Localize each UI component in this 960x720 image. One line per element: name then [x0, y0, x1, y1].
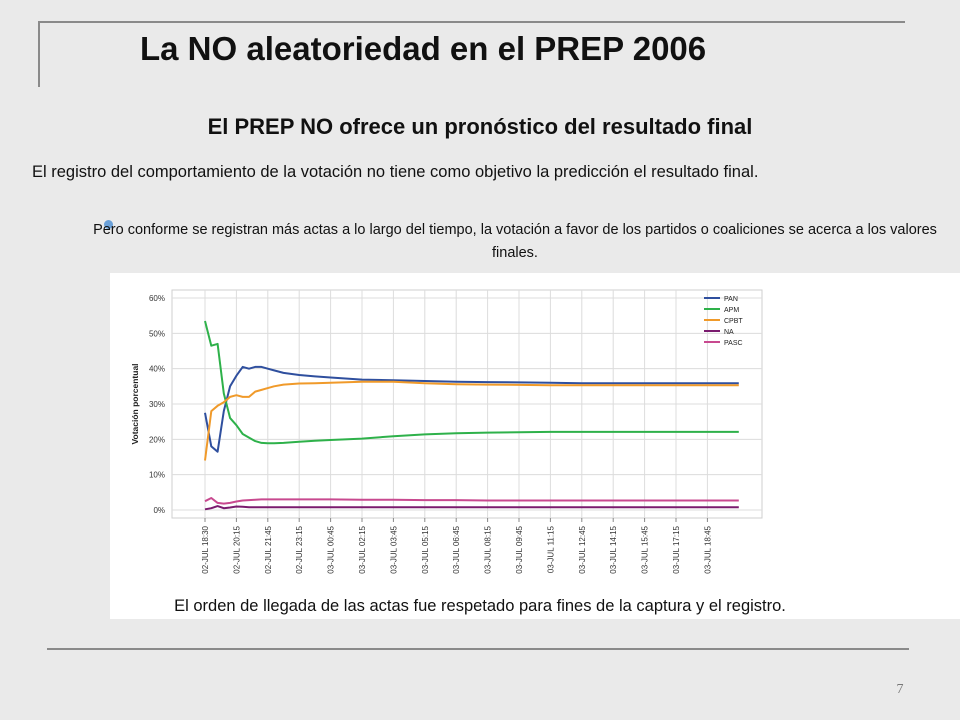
legend-label-cpbt: CPBT [724, 318, 743, 325]
x-tick-label: 03-JUL 06:45 [452, 525, 461, 573]
x-tick-label: 03-JUL 09:45 [515, 525, 524, 573]
chart-container: 0% 10% 20% 30% 40% 50% 60% 02-JUL 18:30 02-JUL 2… [110, 278, 774, 598]
page-number: 7 [896, 682, 904, 697]
series-line-pan [204, 365, 739, 453]
legend-label-pan: PAN [724, 296, 738, 303]
x-tick-label: 02-JUL 18:30 [201, 525, 210, 573]
x-tick-label: 03-JUL 08:15 [484, 525, 493, 573]
intro-paragraph: El registro del comportamiento de la vot… [32, 163, 759, 181]
x-tick-label: 02-JUL 23:15 [295, 525, 304, 573]
top-frame-line [40, 21, 905, 23]
series-line-na [204, 505, 739, 511]
left-frame-line [38, 21, 40, 87]
x-tick-label: 03-JUL 12:45 [578, 525, 587, 573]
series-line-cpbt [204, 380, 739, 461]
slide-subtitle: El PREP NO ofrece un pronóstico del resu… [207, 114, 753, 139]
x-tick-label: 03-JUL 02:15 [358, 525, 367, 573]
y-tick-label: 10% [149, 471, 165, 480]
y-tick-label: 50% [149, 329, 165, 338]
bullet-dot-icon [104, 220, 113, 229]
y-tick-label: 30% [149, 400, 165, 409]
slide-title: La NO aleatoriedad en el PREP 2006 [140, 30, 707, 67]
x-tick-label: 03-JUL 18:45 [703, 525, 712, 573]
y-axis-label: Votación porcentual [130, 363, 140, 444]
vote-share-line-chart: 0% 10% 20% 30% 40% 50% 60% 02-JUL 18:30 02-JUL 2… [130, 289, 763, 574]
bullet-text: Pero conforme se registran más actas a l… [93, 222, 937, 261]
x-tick-label: 03-JUL 05:15 [421, 525, 430, 573]
series-line-pasc [204, 497, 739, 505]
x-tick-label: 03-JUL 17:15 [672, 525, 681, 573]
x-tick-label: 02-JUL 20:15 [232, 525, 241, 573]
y-tick-label: 60% [149, 294, 165, 303]
x-tick-label: 03-JUL 00:45 [327, 525, 336, 573]
x-tick-label: 03-JUL 14:15 [609, 525, 618, 573]
chart-caption: El orden de llegada de las actas fue res… [174, 597, 786, 615]
legend-label-pasc: PASC [724, 340, 743, 347]
x-tick-label: 03-JUL 11:15 [546, 525, 555, 573]
bottom-frame-line [47, 648, 909, 650]
legend-label-apm: APM [724, 307, 739, 314]
y-tick-label: 40% [149, 365, 165, 374]
y-tick-label: 20% [149, 435, 165, 444]
x-tick-label: 03-JUL 03:45 [389, 525, 398, 573]
x-tick-label: 02-JUL 21:45 [264, 525, 273, 573]
x-tick-label: 03-JUL 15:45 [641, 525, 650, 573]
y-tick-label: 0% [153, 506, 165, 515]
legend-label-na: NA [724, 329, 734, 336]
series-line-apm [204, 320, 739, 445]
